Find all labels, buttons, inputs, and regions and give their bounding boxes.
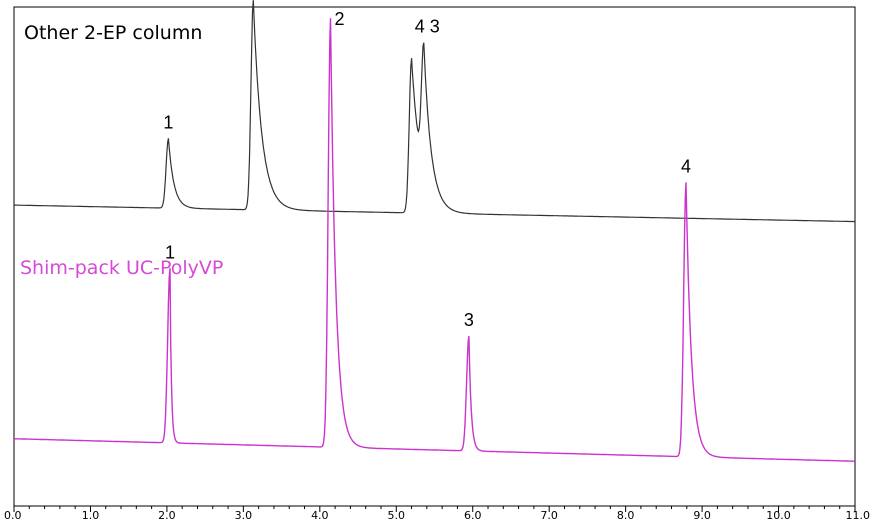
series-label-other: Other 2-EP column: [24, 22, 202, 44]
x-tick-label: 10.0: [766, 509, 791, 522]
trace-shim-pack-polyvp: [13, 18, 855, 462]
peak-label: 4: [415, 17, 425, 37]
x-tick-label: 2.0: [158, 509, 176, 522]
peak-label: 2: [335, 9, 345, 29]
x-tick-label: 6.0: [464, 509, 482, 522]
x-tick-label: 3.0: [235, 509, 253, 522]
x-tick-label: 1.0: [82, 509, 100, 522]
series-label-polyvp: Shim-pack UC-PolyVP: [20, 257, 223, 279]
x-tick-label: 0.0: [4, 509, 22, 522]
x-tick-label: 8.0: [617, 509, 635, 522]
x-tick-label: 9.0: [693, 509, 711, 522]
trace-other-2ep: [14, 0, 855, 223]
x-tick-label: 4.0: [311, 509, 329, 522]
x-tick-label: 7.0: [540, 509, 558, 522]
peak-label: 3: [430, 17, 440, 37]
x-axis: 0.0 1.0 2.0 3.0 4.0 5.0 6.0 7.0 8.0 9.0 10.0 11.0: [4, 506, 870, 522]
x-tick-label: 5.0: [388, 509, 406, 522]
peak-label: 4: [681, 156, 691, 176]
peak-label: 1: [163, 112, 173, 132]
x-tick-label: 11.0: [846, 509, 871, 522]
plot-frame: [13, 6, 856, 507]
peak-label: 1: [165, 242, 175, 262]
peak-labels-other: 1243: [163, 17, 440, 133]
peak-label: 3: [464, 310, 474, 330]
